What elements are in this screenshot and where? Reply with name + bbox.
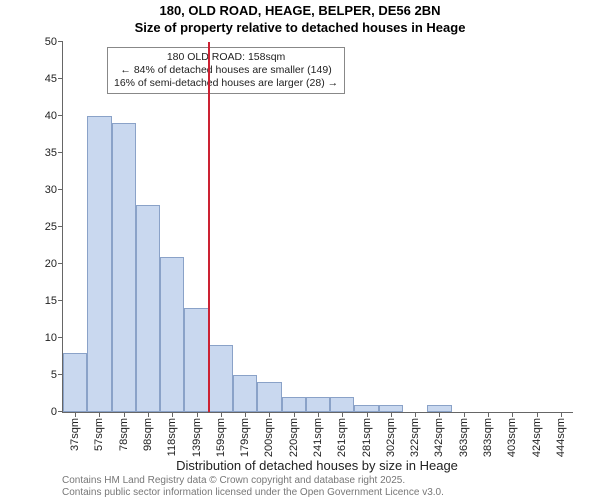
histogram-bar xyxy=(63,353,87,412)
x-tick-mark xyxy=(245,412,246,417)
y-tick-label: 50 xyxy=(45,36,63,48)
histogram-bar xyxy=(184,308,208,412)
x-tick-mark xyxy=(488,412,489,417)
x-tick-label: 98sqm xyxy=(142,418,154,451)
annotation-line3: 16% of semi-detached houses are larger (… xyxy=(114,77,338,90)
y-tick-mark xyxy=(58,189,63,190)
footer-line2: Contains public sector information licen… xyxy=(62,487,444,499)
x-tick-mark xyxy=(391,412,392,417)
histogram-bar xyxy=(330,397,354,412)
x-tick-mark xyxy=(148,412,149,417)
x-tick-label: 139sqm xyxy=(191,418,203,457)
annotation-line2: ← 84% of detached houses are smaller (14… xyxy=(114,64,338,77)
x-tick-mark xyxy=(197,412,198,417)
histogram-bar xyxy=(379,405,403,412)
x-tick-mark xyxy=(318,412,319,417)
y-tick-mark xyxy=(58,41,63,42)
y-tick-mark xyxy=(58,263,63,264)
x-tick-mark xyxy=(221,412,222,417)
reference-vline xyxy=(208,42,210,412)
histogram-bar xyxy=(87,116,111,412)
annotation-box: 180 OLD ROAD: 158sqm ← 84% of detached h… xyxy=(107,47,345,94)
annotation-title: 180 OLD ROAD: 158sqm xyxy=(114,51,338,64)
x-tick-mark xyxy=(415,412,416,417)
x-tick-label: 322sqm xyxy=(409,418,421,457)
histogram-bar xyxy=(354,405,378,412)
x-tick-label: 363sqm xyxy=(458,418,470,457)
x-tick-mark xyxy=(537,412,538,417)
y-tick-label: 0 xyxy=(51,406,63,418)
x-tick-label: 302sqm xyxy=(385,418,397,457)
y-tick-mark xyxy=(58,78,63,79)
x-tick-label: 159sqm xyxy=(215,418,227,457)
footer: Contains HM Land Registry data © Crown c… xyxy=(62,475,444,498)
x-tick-mark xyxy=(512,412,513,417)
x-tick-label: 220sqm xyxy=(288,418,300,457)
x-tick-label: 424sqm xyxy=(531,418,543,457)
y-tick-mark xyxy=(58,226,63,227)
y-tick-label: 45 xyxy=(45,73,63,85)
histogram-bar xyxy=(233,375,257,412)
y-tick-label: 5 xyxy=(51,369,63,381)
footer-line1: Contains HM Land Registry data © Crown c… xyxy=(62,475,444,487)
histogram-bar xyxy=(257,382,281,412)
histogram-bar xyxy=(160,257,184,412)
plot-area: 180 OLD ROAD: 158sqm ← 84% of detached h… xyxy=(62,42,573,413)
y-tick-label: 15 xyxy=(45,295,63,307)
histogram-bar xyxy=(209,345,233,412)
y-tick-mark xyxy=(58,300,63,301)
x-tick-label: 342sqm xyxy=(433,418,445,457)
chart-container: 180, OLD ROAD, HEAGE, BELPER, DE56 2BN S… xyxy=(0,0,600,500)
x-tick-label: 383sqm xyxy=(482,418,494,457)
x-tick-label: 179sqm xyxy=(239,418,251,457)
x-tick-mark xyxy=(124,412,125,417)
y-tick-label: 10 xyxy=(45,332,63,344)
x-axis-label: Distribution of detached houses by size … xyxy=(62,458,572,473)
x-tick-mark xyxy=(269,412,270,417)
x-tick-mark xyxy=(99,412,100,417)
x-tick-mark xyxy=(439,412,440,417)
x-tick-label: 37sqm xyxy=(69,418,81,451)
y-tick-label: 35 xyxy=(45,147,63,159)
histogram-bar xyxy=(136,205,160,412)
y-tick-label: 30 xyxy=(45,184,63,196)
x-tick-label: 444sqm xyxy=(555,418,567,457)
x-tick-label: 118sqm xyxy=(166,418,178,456)
histogram-bar xyxy=(306,397,330,412)
histogram-bar xyxy=(112,123,136,412)
chart-title-line1: 180, OLD ROAD, HEAGE, BELPER, DE56 2BN xyxy=(0,3,600,18)
x-tick-label: 57sqm xyxy=(93,418,105,451)
x-tick-label: 403sqm xyxy=(506,418,518,457)
chart-title-line2: Size of property relative to detached ho… xyxy=(0,20,600,35)
y-tick-label: 20 xyxy=(45,258,63,270)
y-tick-mark xyxy=(58,337,63,338)
x-tick-mark xyxy=(342,412,343,417)
x-tick-mark xyxy=(75,412,76,417)
y-tick-label: 25 xyxy=(45,221,63,233)
x-tick-mark xyxy=(294,412,295,417)
x-tick-label: 241sqm xyxy=(312,418,324,457)
y-tick-label: 40 xyxy=(45,110,63,122)
y-tick-mark xyxy=(58,152,63,153)
x-tick-mark xyxy=(561,412,562,417)
x-tick-label: 78sqm xyxy=(118,418,130,451)
x-tick-label: 200sqm xyxy=(263,418,275,457)
x-tick-mark xyxy=(172,412,173,417)
histogram-bar xyxy=(282,397,306,412)
x-tick-mark xyxy=(367,412,368,417)
histogram-bar xyxy=(427,405,451,412)
y-tick-mark xyxy=(58,115,63,116)
x-tick-mark xyxy=(464,412,465,417)
x-tick-label: 261sqm xyxy=(336,418,348,457)
x-tick-label: 281sqm xyxy=(361,418,373,457)
